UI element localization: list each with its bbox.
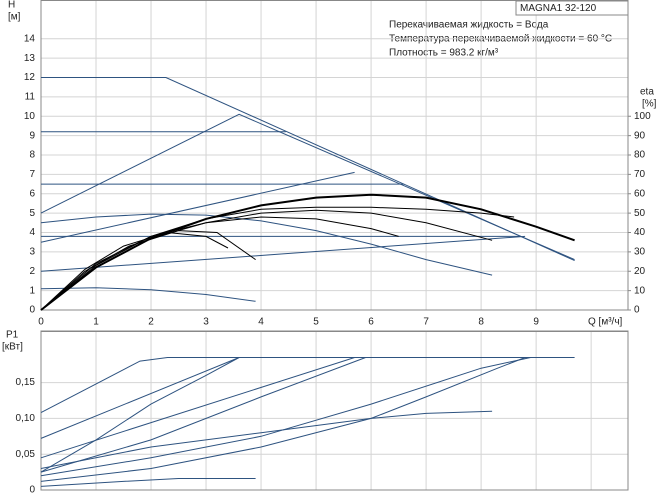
- y2-tick-label: 70: [634, 169, 646, 180]
- curve: [40, 357, 355, 459]
- y-tick-label: 14: [24, 33, 36, 44]
- curve: [40, 206, 515, 311]
- y-tick-label: 3: [29, 247, 35, 258]
- y2-tick-label: 0: [634, 305, 640, 316]
- curve: [40, 113, 575, 261]
- title-box: [515, 0, 629, 16]
- curve: [40, 357, 531, 477]
- y-axis-label: H: [8, 0, 15, 11]
- x-tick-label: 9: [533, 317, 539, 328]
- curve: [40, 216, 399, 311]
- y-tick-label: 0: [29, 305, 35, 316]
- y-tick-label: 4: [29, 227, 35, 238]
- y2-tick-label: 20: [634, 266, 646, 277]
- plot-frame: [40, 0, 629, 311]
- y2-tick-label: 50: [634, 208, 646, 219]
- y-axis-unit: [м]: [8, 12, 21, 23]
- y2-tick-label: 30: [634, 247, 646, 258]
- curve: [40, 478, 256, 487]
- y2-tick-label: 60: [634, 188, 646, 199]
- curve: [40, 235, 526, 272]
- y-tick-label: 2: [29, 266, 35, 277]
- y-tick-label: 6: [29, 188, 35, 199]
- x-tick-label: 7: [423, 317, 429, 328]
- curve: [41, 77, 575, 262]
- y2-tick-label: 10: [634, 285, 646, 296]
- curve: [40, 357, 366, 473]
- y-tick-label: 0: [29, 485, 35, 496]
- x-tick-label: 2: [148, 317, 154, 328]
- y-tick-label: 10: [24, 111, 36, 122]
- y-tick-label: 5: [29, 208, 35, 219]
- y2-tick-label: 40: [634, 227, 646, 238]
- y-tick-label: 12: [24, 72, 36, 83]
- x-tick-label: 8: [478, 317, 484, 328]
- annotation: Перекачиваемая жидкость = Вода: [389, 20, 549, 31]
- x-tick-label: 3: [203, 317, 209, 328]
- x-axis-label: Q [м³/ч]: [588, 317, 623, 328]
- y-tick-label: 0,15: [16, 377, 36, 388]
- curve: [40, 357, 240, 439]
- y-tick-label: 0,05: [16, 449, 36, 460]
- curve: [40, 213, 493, 276]
- curve: [40, 230, 256, 311]
- curve: [40, 171, 355, 243]
- chart-title: MAGNA1 32-120: [520, 3, 597, 14]
- curve: [40, 357, 575, 414]
- plot-area: [40, 330, 629, 491]
- y-tick-label: 9: [29, 130, 35, 141]
- x-tick-label: 5: [313, 317, 319, 328]
- y-tick-label: 11: [25, 92, 36, 103]
- x-tick-label: 0: [38, 317, 44, 328]
- y-axis-unit: [кВт]: [2, 342, 23, 353]
- x-tick-label: 6: [368, 317, 374, 328]
- y2-axis-label: eta: [640, 87, 654, 98]
- y2-axis-unit: [%]: [642, 99, 657, 110]
- y-tick-label: 8: [29, 150, 35, 161]
- curve: [40, 357, 526, 482]
- y2-tick-label: 100: [634, 111, 651, 122]
- curve: [40, 231, 229, 311]
- y-tick-label: 7: [29, 169, 35, 180]
- y2-tick-label: 80: [634, 150, 646, 161]
- curve: [40, 357, 240, 473]
- curve: [40, 410, 493, 469]
- annotation: Плотность = 983.2 кг/м³: [389, 48, 499, 59]
- y-tick-label: 0,10: [16, 413, 36, 424]
- curve: [40, 209, 493, 311]
- y-tick-label: 13: [24, 53, 36, 64]
- y-tick-label: 1: [29, 285, 35, 296]
- plot-frame: [40, 331, 629, 491]
- y2-tick-label: 90: [634, 130, 646, 141]
- x-tick-label: 1: [93, 317, 99, 328]
- curve: [40, 287, 256, 302]
- x-tick-label: 4: [258, 317, 264, 328]
- y-axis-label: P1: [6, 330, 19, 341]
